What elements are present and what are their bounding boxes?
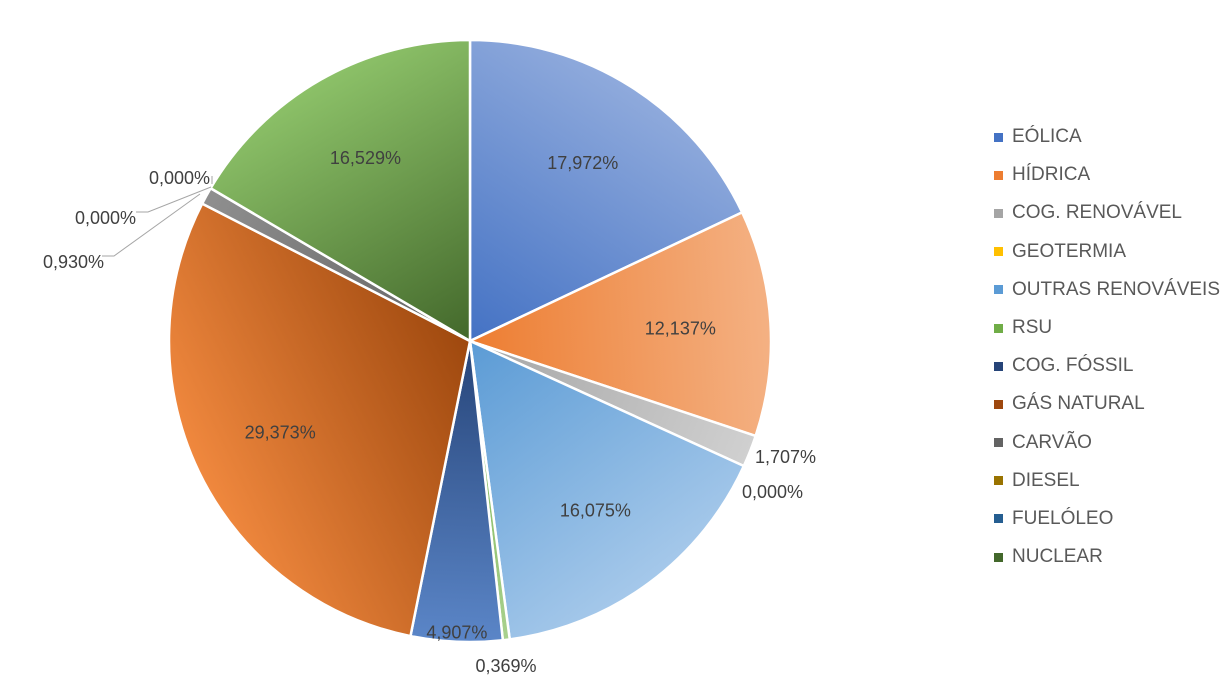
legend-label-cog-fossil: COG. FÓSSIL (1012, 355, 1134, 377)
legend-item-rsu: RSU (994, 309, 1220, 347)
leader-line-carvao (102, 193, 201, 257)
legend-swatch-fueloleo (994, 514, 1003, 524)
legend-label-fueloleo: FUELÓLEO (1012, 507, 1114, 529)
legend-swatch-rsu (994, 323, 1003, 333)
legend-item-nuclear: NUCLEAR (994, 538, 1220, 576)
legend-item-cog-fossil: COG. FÓSSIL (994, 347, 1220, 385)
legend-swatch-nuclear (994, 552, 1003, 562)
legend-swatch-carvao (994, 438, 1003, 448)
legend-label-rsu: RSU (1012, 317, 1053, 339)
slice-gas-natural (167, 202, 472, 638)
legend-item-outras-renovaveis: OUTRAS RENOVÁVEIS (994, 271, 1220, 309)
legend-label-nuclear: NUCLEAR (1012, 546, 1103, 568)
legend-swatch-cog-fossil (994, 361, 1003, 371)
legend-label-cog-renovavel: COG. RENOVÁVEL (1012, 202, 1182, 224)
data-label-eolica: 17,972% (547, 153, 618, 173)
legend-swatch-hidrica (994, 170, 1003, 180)
data-label-geotermia: 0,000% (742, 482, 803, 502)
legend-swatch-gas-natural (994, 399, 1003, 409)
leader-line-diesel (136, 186, 212, 213)
data-label-fueloleo: 0,000% (149, 168, 210, 188)
legend-item-diesel: DIESEL (994, 462, 1220, 500)
legend-label-hidrica: HÍDRICA (1012, 164, 1091, 186)
legend-swatch-geotermia (994, 247, 1003, 257)
data-label-gas-natural: 29,373% (245, 422, 316, 442)
data-label-hidrica: 12,137% (645, 318, 716, 338)
legend-swatch-diesel (994, 476, 1003, 486)
legend-item-eolica: EÓLICA (994, 118, 1220, 156)
data-label-rsu: 0,369% (475, 656, 536, 676)
legend-label-geotermia: GEOTERMIA (1012, 240, 1127, 262)
legend-label-carvao: CARVÃO (1012, 431, 1092, 453)
legend-item-geotermia: GEOTERMIA (994, 233, 1220, 271)
legend-item-carvao: CARVÃO (994, 424, 1220, 462)
legend-swatch-eolica (994, 132, 1003, 142)
data-label-diesel: 0,000% (75, 208, 136, 228)
slice-eolica (468, 38, 744, 343)
legend-label-gas-natural: GÁS NATURAL (1012, 393, 1145, 415)
legend-label-diesel: DIESEL (1012, 469, 1080, 491)
slice-nuclear (209, 38, 472, 343)
data-label-outras-renovaveis: 16,075% (560, 500, 631, 520)
legend-swatch-cog-renovavel (994, 208, 1003, 218)
legend-swatch-outras-renovaveis (994, 285, 1003, 295)
slice-hidrica (468, 211, 773, 438)
legend-item-hidrica: HÍDRICA (994, 156, 1220, 194)
data-label-nuclear: 16,529% (330, 148, 401, 168)
slice-outras-renovaveis (468, 339, 746, 641)
data-label-carvao: 0,930% (43, 252, 104, 272)
data-label-cog-fossil: 4,907% (426, 623, 487, 643)
chart-legend: EÓLICA HÍDRICA COG. RENOVÁVEL GEOTERMIA OUTR… (994, 118, 1220, 576)
legend-label-eolica: EÓLICA (1012, 126, 1082, 148)
legend-item-cog-renovavel: COG. RENOVÁVEL (994, 194, 1220, 232)
legend-item-gas-natural: GÁS NATURAL (994, 385, 1220, 423)
legend-item-fueloleo: FUELÓLEO (994, 500, 1220, 538)
data-label-cog-renovavel: 1,707% (755, 447, 816, 467)
legend-label-outras-renovaveis: OUTRAS RENOVÁVEIS (1012, 278, 1220, 300)
